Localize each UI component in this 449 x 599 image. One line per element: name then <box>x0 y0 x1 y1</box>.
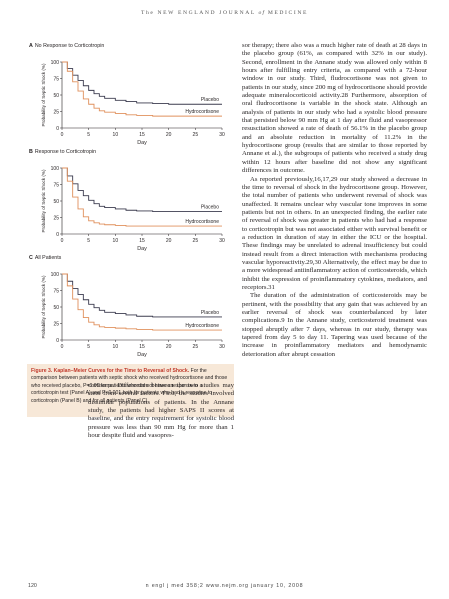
y-tick-label: 50 <box>53 305 59 311</box>
x-tick-label: 10 <box>113 132 119 138</box>
placebo-curve <box>62 61 222 105</box>
placebo-label: Placebo <box>201 310 219 316</box>
y-tick-label: 100 <box>51 166 60 172</box>
x-tick-label: 20 <box>166 238 172 244</box>
footer-citation: n engl j med 358;2 www.nejm.org january … <box>145 583 304 589</box>
x-tick-label: 5 <box>87 238 90 244</box>
panel-a: A No Response to Corticotropin 0 25 50 75 100… <box>27 42 234 146</box>
panel-a-title: No Response to Corticotropin <box>34 43 105 49</box>
x-axis-label: Day <box>137 352 147 358</box>
y-tick-label: 75 <box>53 182 59 188</box>
panel-a-chart: 0 25 50 75 100 0 5 10 15 20 25 30 Day Probability of … <box>41 60 225 146</box>
x-tick-label: 15 <box>139 344 145 350</box>
x-tick-label: 25 <box>193 238 199 244</box>
hydrocortisone-curve <box>62 61 222 117</box>
x-tick-label: 10 <box>113 344 119 350</box>
running-head-journal: NEW ENGLAND JOURNAL <box>157 10 256 16</box>
running-head-medicine: MEDICINE <box>267 10 308 16</box>
y-tick-label: 0 <box>56 126 59 132</box>
panel-a-label: A No Response to Corticotropin <box>29 43 104 49</box>
caption-title: Figure 3. Kaplan–Meier Curves for the Ti… <box>31 368 190 374</box>
running-head-prefix: The <box>141 10 158 16</box>
placebo-curve <box>62 273 222 318</box>
running-head-of: of <box>255 10 268 16</box>
panel-b-label: B Response to Corticotropin <box>29 149 96 155</box>
x-tick-label: 0 <box>61 132 64 138</box>
y-tick-label: 0 <box>56 338 59 344</box>
running-head: The NEW ENGLAND JOURNAL of MEDICINE <box>0 10 449 16</box>
panel-b-letter: B <box>29 149 33 155</box>
hydrocortisone-label: Hydrocortisone <box>185 219 219 225</box>
x-tick-label: 10 <box>113 238 119 244</box>
caption-text: For the comparison between patients with… <box>31 368 228 404</box>
y-tick-label: 100 <box>51 60 60 66</box>
y-tick-label: 75 <box>53 76 59 82</box>
panel-a-letter: A <box>29 43 33 49</box>
x-tick-label: 30 <box>219 132 225 138</box>
x-tick-label: 0 <box>61 238 64 244</box>
y-tick-label: 25 <box>53 109 59 115</box>
x-tick-label: 20 <box>166 132 172 138</box>
paragraph: The duration of the administration of co… <box>242 292 427 358</box>
panel-c-chart: 0 25 50 75 100 0 5 10 15 20 25 30 Day Probability of … <box>41 272 225 358</box>
y-tick-label: 25 <box>53 215 59 221</box>
left-column: cortisone. Differences between the two s… <box>88 382 234 440</box>
hydrocortisone-label: Hydrocortisone <box>185 109 219 115</box>
x-tick-label: 30 <box>219 238 225 244</box>
panel-b-chart: 0 25 50 75 100 0 5 10 15 20 25 30 Day Probability of … <box>41 166 225 252</box>
panel-b-title: Response to Corticotropin <box>34 149 97 155</box>
x-tick-label: 30 <box>219 344 225 350</box>
panel-c-label: C All Patients <box>29 255 61 261</box>
y-tick-label: 0 <box>56 232 59 238</box>
y-tick-label: 50 <box>53 199 59 205</box>
y-axis-label: Probability of Septic Shock (%) <box>41 63 46 127</box>
placebo-label: Placebo <box>201 97 219 103</box>
x-tick-label: 15 <box>139 132 145 138</box>
x-tick-label: 20 <box>166 344 172 350</box>
y-axis-label: Probability of Septic Shock (%) <box>41 275 46 339</box>
panel-b: B Response to Corticotropin 0 25 50 75 100 0 5 1… <box>27 148 234 252</box>
hydrocortisone-label: Hydrocortisone <box>185 323 219 329</box>
figure-caption: Figure 3. Kaplan–Meier Curves for the Ti… <box>27 364 234 417</box>
x-tick-label: 5 <box>87 132 90 138</box>
x-tick-label: 25 <box>193 344 199 350</box>
hydrocortisone-curve <box>62 273 222 331</box>
paragraph: sor therapy; there also was a much highe… <box>242 42 427 175</box>
y-tick-label: 50 <box>53 93 59 99</box>
panel-c-letter: C <box>29 255 33 261</box>
hydrocortisone-curve <box>62 167 222 227</box>
page-number: 120 <box>28 583 37 589</box>
paragraph: As reported previously,16,17,29 our stud… <box>242 175 427 291</box>
y-tick-label: 100 <box>51 272 60 278</box>
x-axis-label: Day <box>137 246 147 252</box>
placebo-label: Placebo <box>201 205 219 211</box>
x-tick-label: 5 <box>87 344 90 350</box>
x-tick-label: 25 <box>193 132 199 138</box>
y-tick-label: 75 <box>53 288 59 294</box>
panel-c-title: All Patients <box>34 255 62 261</box>
x-axis-label: Day <box>137 140 147 146</box>
x-tick-label: 0 <box>61 344 64 350</box>
paragraph: cortisone. Differences between the two s… <box>88 382 234 440</box>
panel-c: C All Patients 0 25 50 75 100 0 5 10 15 20 25 30 Day P… <box>27 254 234 358</box>
y-axis-label: Probability of Septic Shock (%) <box>41 169 46 233</box>
placebo-curve <box>62 167 222 213</box>
x-tick-label: 15 <box>139 238 145 244</box>
figure-3: A No Response to Corticotropin 0 25 50 75 100… <box>27 42 234 417</box>
right-column: sor therapy; there also was a much highe… <box>242 42 427 359</box>
y-tick-label: 25 <box>53 321 59 327</box>
